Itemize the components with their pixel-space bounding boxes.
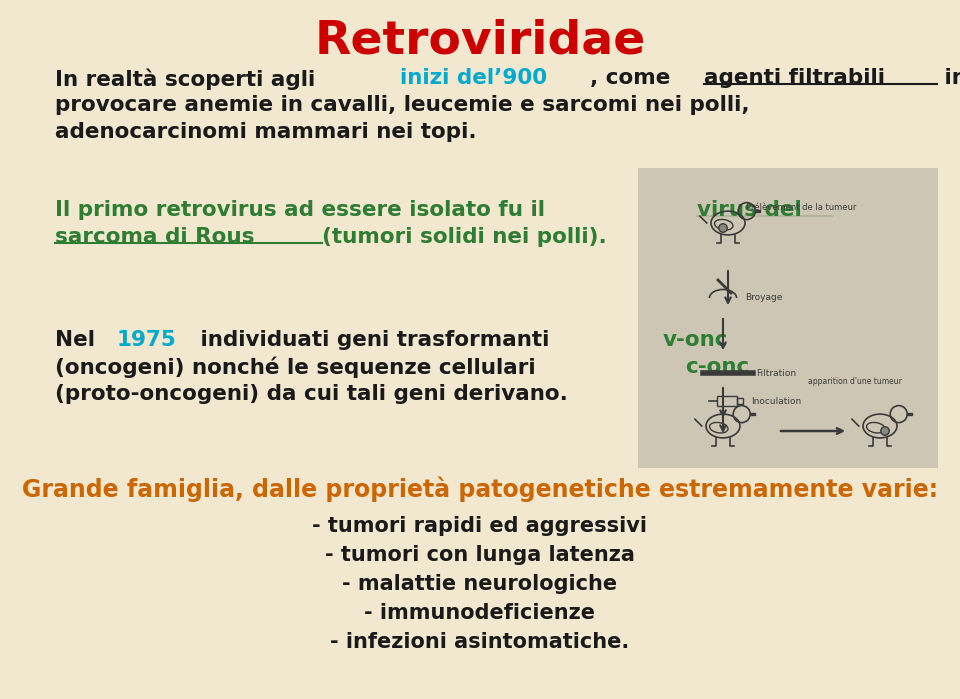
Text: sarcoma di Rous: sarcoma di Rous (55, 227, 262, 247)
Text: in grado di: in grado di (937, 68, 960, 88)
Text: - immunodeficienze: - immunodeficienze (365, 603, 595, 623)
Text: adenocarcinomi mammari nei topi.: adenocarcinomi mammari nei topi. (55, 122, 476, 142)
Text: Prélèvement de la tumeur: Prélèvement de la tumeur (746, 203, 856, 212)
Text: In realtà scoperti agli: In realtà scoperti agli (55, 68, 323, 89)
Text: - infezioni asintomatiche.: - infezioni asintomatiche. (330, 632, 630, 652)
Text: individuati geni trasformanti: individuati geni trasformanti (193, 330, 557, 350)
Text: provocare anemie in cavalli, leucemie e sarcomi nei polli,: provocare anemie in cavalli, leucemie e … (55, 95, 750, 115)
Bar (638, 168, 938, 468)
Text: 1975: 1975 (116, 330, 176, 350)
Text: Filtration: Filtration (756, 368, 796, 377)
Text: Grande famiglia, dalle proprietà patogenetiche estremamente varie:: Grande famiglia, dalle proprietà patogen… (22, 477, 938, 503)
Text: - malattie neurologiche: - malattie neurologiche (343, 574, 617, 594)
Text: apparition d'une tumeur: apparition d'une tumeur (808, 377, 902, 386)
Bar (737, 398, 743, 404)
Text: v-onc: v-onc (663, 330, 729, 350)
Bar (717, 396, 737, 406)
Text: Retroviridae: Retroviridae (314, 18, 646, 63)
Text: c-onc: c-onc (684, 357, 749, 377)
FancyArrow shape (750, 413, 756, 415)
Text: agenti filtrabili: agenti filtrabili (704, 68, 885, 88)
Text: inizi del’900: inizi del’900 (400, 68, 547, 88)
FancyArrow shape (756, 210, 760, 212)
Text: - tumori rapidi ed aggressivi: - tumori rapidi ed aggressivi (313, 516, 647, 536)
FancyArrow shape (907, 413, 912, 415)
Text: Nel: Nel (55, 330, 103, 350)
Circle shape (719, 224, 728, 232)
Text: (tumori solidi nei polli).: (tumori solidi nei polli). (323, 227, 607, 247)
Text: - tumori con lunga latenza: - tumori con lunga latenza (325, 545, 635, 565)
Circle shape (880, 427, 889, 435)
Text: , come: , come (590, 68, 678, 88)
Text: Il primo retrovirus ad essere isolato fu il: Il primo retrovirus ad essere isolato fu… (55, 200, 553, 220)
Text: (proto-oncogeni) da cui tali geni derivano.: (proto-oncogeni) da cui tali geni deriva… (55, 384, 568, 404)
Text: (oncogeni) nonché le sequenze cellulari: (oncogeni) nonché le sequenze cellulari (55, 357, 543, 378)
Text: Broyage: Broyage (745, 294, 782, 303)
Text: Inoculation: Inoculation (751, 396, 802, 405)
Text: virus del: virus del (697, 200, 802, 220)
